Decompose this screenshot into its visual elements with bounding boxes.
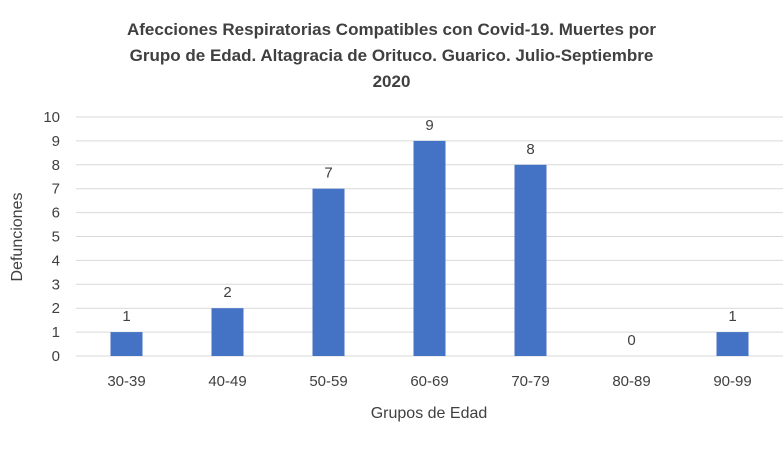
y-tick-9: 9 [52, 133, 60, 150]
y-tick-8: 8 [52, 157, 60, 174]
y-tick-10: 10 [43, 109, 60, 126]
bar-40-49 [211, 308, 244, 356]
bar-30-39 [110, 332, 143, 356]
data-label-40-49: 2 [223, 284, 231, 301]
chart-title-line-3: 2020 [372, 72, 411, 91]
x-tick-80-89: 80-89 [612, 373, 650, 390]
x-axis-label: Grupos de Edad [371, 405, 488, 422]
bars [110, 140, 749, 356]
bar-50-59 [312, 188, 345, 356]
x-tick-70-79: 70-79 [511, 373, 549, 390]
y-tick-labels: 0 1 2 3 4 5 6 7 8 9 10 [43, 109, 60, 365]
data-label-80-89: 0 [627, 332, 635, 349]
x-tick-30-39: 30-39 [107, 373, 145, 390]
x-tick-90-99: 90-99 [713, 373, 751, 390]
chart-title-line-2: Grupo de Edad. Altagracia de Orituco. Gu… [129, 46, 654, 65]
data-label-70-79: 8 [526, 141, 534, 158]
data-label-30-39: 1 [122, 308, 130, 325]
bar-70-79 [514, 164, 547, 356]
chart-title-line-1: Afecciones Respiratorias Compatibles con… [126, 20, 657, 39]
bar-60-69 [413, 140, 446, 356]
y-tick-4: 4 [52, 252, 60, 269]
data-label-90-99: 1 [728, 308, 736, 325]
data-labels: 1 2 7 9 8 0 1 [122, 117, 736, 349]
y-tick-5: 5 [52, 229, 60, 246]
bar-90-99 [716, 332, 749, 356]
x-tick-40-49: 40-49 [208, 373, 246, 390]
y-tick-2: 2 [52, 300, 60, 317]
y-tick-0: 0 [52, 348, 60, 365]
y-tick-7: 7 [52, 181, 60, 198]
x-tick-60-69: 60-69 [410, 373, 448, 390]
data-label-60-69: 9 [425, 117, 433, 134]
x-tick-50-59: 50-59 [309, 373, 347, 390]
x-tick-labels: 30-39 40-49 50-59 60-69 70-79 80-89 90-99 [107, 373, 751, 390]
y-tick-1: 1 [52, 324, 60, 341]
y-axis-label: Defunciones [9, 193, 26, 282]
y-tick-3: 3 [52, 276, 60, 293]
y-tick-6: 6 [52, 205, 60, 222]
data-label-50-59: 7 [324, 165, 332, 182]
